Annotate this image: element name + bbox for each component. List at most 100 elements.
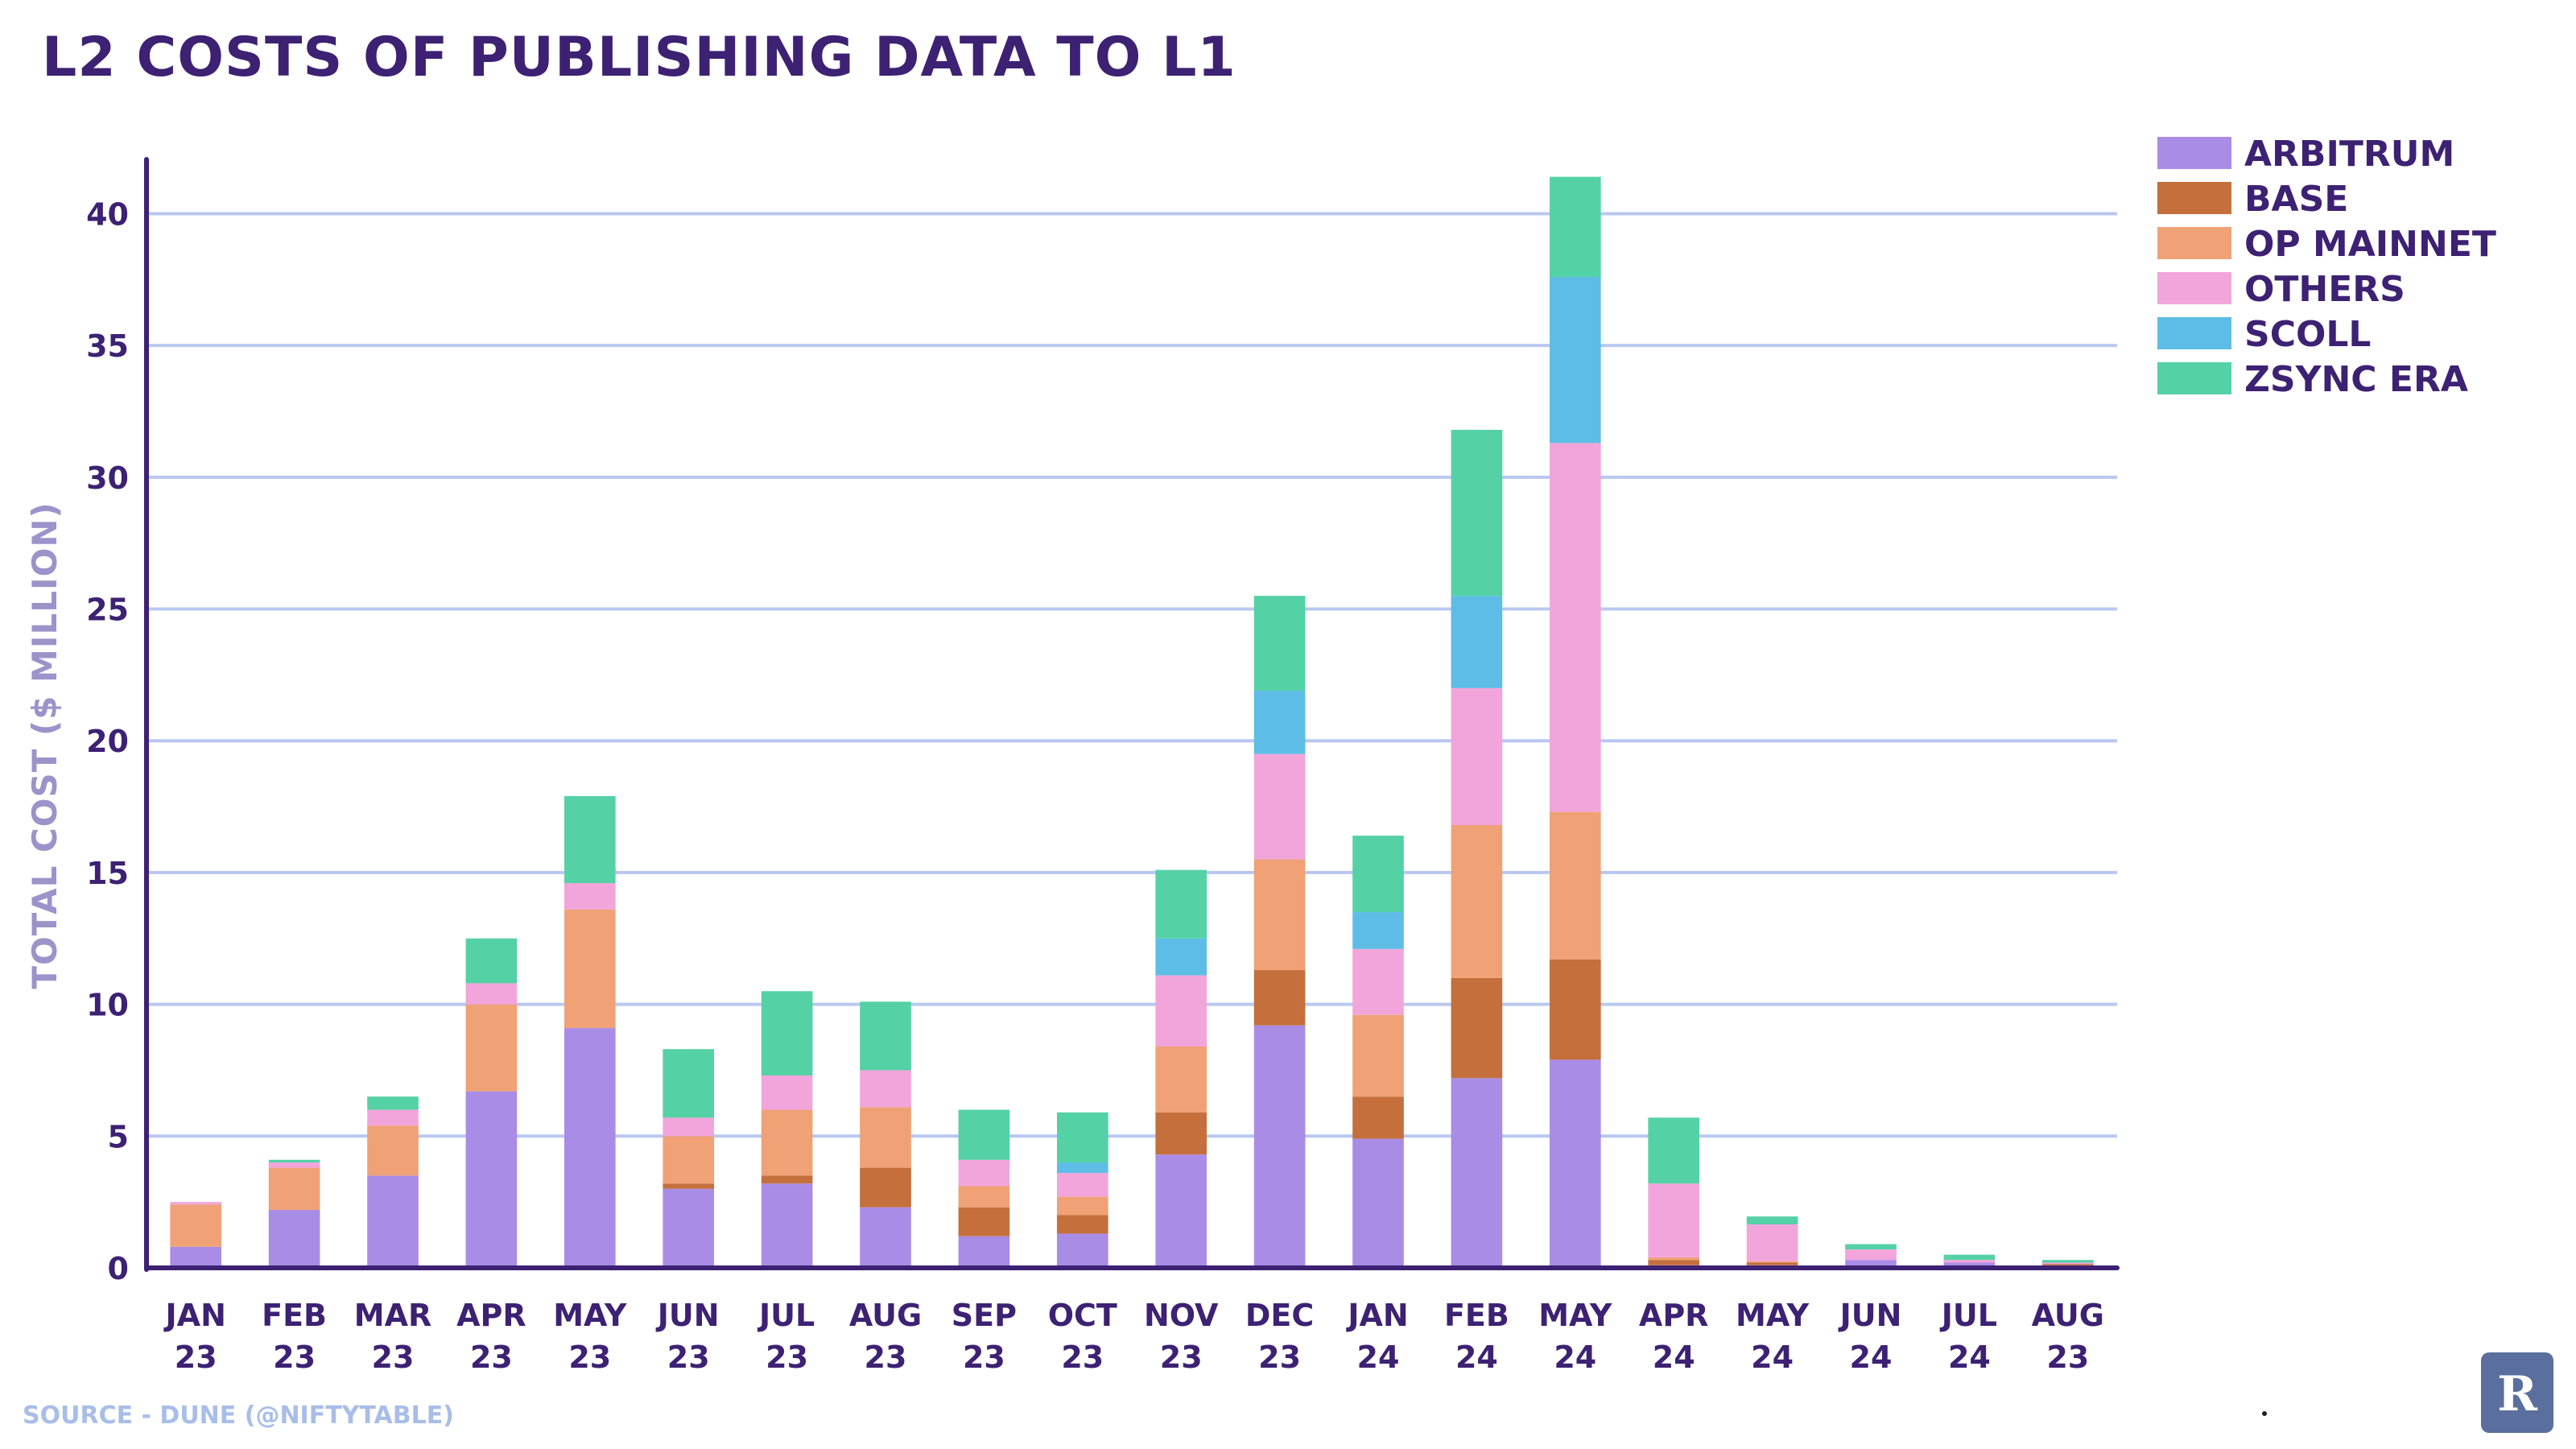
bar-segment-arbitrum (1253, 1025, 1306, 1268)
bar-segment-arbitrum (1155, 1154, 1208, 1268)
bar-segment-op-mainnet (564, 909, 616, 1029)
bar-segment-zsync-era (2041, 1260, 2094, 1263)
bar-segment-base (1155, 1112, 1208, 1155)
bar-segment-base (761, 1175, 813, 1184)
bar-segment-scoll (1056, 1162, 1108, 1174)
x-tick-label-month: DEC (1245, 1298, 1314, 1333)
bar-segment-zsync-era (860, 1001, 911, 1071)
bar-segment-arbitrum (367, 1175, 419, 1268)
y-tick-label: 10 (86, 988, 129, 1023)
bar-segment-arbitrum (1845, 1260, 1897, 1268)
bar-segment-arbitrum (1352, 1138, 1404, 1268)
x-tick-label-month: NOV (1144, 1298, 1219, 1333)
bar-segment-arbitrum (1549, 1059, 1601, 1268)
bar-segment-base (860, 1167, 911, 1208)
y-tick-label: 5 (108, 1119, 129, 1154)
y-tick-label: 35 (86, 328, 129, 364)
x-tick-label-year: 24 (1948, 1340, 1991, 1375)
bar-segment-zsync-era (663, 1049, 715, 1118)
bars-group (170, 176, 2094, 1268)
bar-segment-arbitrum (268, 1209, 320, 1268)
x-tick-label-month: APR (456, 1298, 526, 1333)
x-tick-label-month: MAR (354, 1298, 431, 1333)
bar-segment-op-mainnet (860, 1107, 911, 1168)
x-tick-label-year: 24 (1357, 1340, 1400, 1375)
bar-segment-scoll (1451, 596, 1503, 688)
x-tick-label-month: MAY (553, 1298, 627, 1333)
x-tick-label-month: JAN (163, 1298, 226, 1333)
x-tick-label-year: 23 (963, 1340, 1005, 1375)
bar-segment-others (761, 1075, 813, 1110)
bar-segment-others (170, 1202, 222, 1205)
bar-segment-others (860, 1070, 911, 1108)
legend-label: OTHERS (2244, 269, 2405, 310)
bar-segment-arbitrum (1943, 1262, 1996, 1268)
bar-segment-others (465, 983, 518, 1005)
y-tick-label: 30 (86, 460, 129, 496)
bar-segment-arbitrum (1056, 1233, 1108, 1268)
chart-title: L2 COSTS OF PUBLISHING DATA TO L1 (42, 26, 1236, 89)
bar-segment-base (1746, 1262, 1798, 1265)
x-tick-label-year: 23 (1160, 1340, 1203, 1375)
legend-swatch-arbitrum (2157, 137, 2231, 169)
bar-segment-others (564, 883, 616, 910)
bar-segment-arbitrum (958, 1236, 1010, 1268)
bar-segment-scoll (1352, 912, 1404, 949)
y-axis-title: TOTAL COST ($ MILLION) (25, 502, 64, 989)
legend-swatch-op-mainnet (2157, 227, 2231, 259)
y-tick-label: 20 (86, 724, 129, 759)
x-tick-labels: JAN 23 FEB 23 MAR 23 APR 23 MAY 23 JUN 23 JUL 23 AUG 23… (163, 1298, 2104, 1375)
bar-segment-base (1549, 959, 1601, 1060)
bar-segment-arbitrum (170, 1246, 222, 1268)
x-tick-label-year: 23 (470, 1340, 513, 1375)
axes (144, 157, 2120, 1272)
legend-swatch-zsync-era (2157, 362, 2231, 394)
x-tick-label-month: FEB (262, 1298, 327, 1333)
x-tick-label-month: JUL (1939, 1298, 1997, 1333)
bar-segment-op-mainnet (170, 1204, 222, 1247)
legend-label: ARBITRUM (2244, 134, 2454, 175)
bar-segment-base (958, 1207, 1010, 1236)
x-tick-label-year: 24 (1653, 1340, 1695, 1375)
bar-segment-op-mainnet (663, 1136, 715, 1184)
bar-segment-op-mainnet (465, 1004, 518, 1092)
x-tick-label-month: MAY (1538, 1298, 1612, 1333)
bar-segment-op-mainnet (1056, 1196, 1108, 1216)
x-tick-label-year: 23 (175, 1340, 217, 1375)
x-tick-label-year: 23 (1258, 1340, 1301, 1375)
bar-segment-zsync-era (465, 938, 518, 984)
bar-segment-base (1451, 977, 1503, 1079)
x-tick-label-year: 23 (568, 1340, 611, 1375)
bar-segment-base (1056, 1215, 1108, 1234)
y-tick-label: 0 (108, 1251, 129, 1286)
x-tick-label-month: OCT (1048, 1298, 1117, 1333)
x-tick-label-month: JUL (757, 1298, 815, 1333)
bar-segment-zsync-era (564, 795, 616, 884)
x-tick-label-year: 24 (1455, 1340, 1498, 1375)
bar-segment-others (1253, 753, 1306, 860)
bar-segment-op-mainnet (1648, 1257, 1700, 1261)
x-tick-label-month: APR (1639, 1298, 1709, 1333)
x-tick-label-month: MAY (1736, 1298, 1810, 1333)
bar-segment-op-mainnet (1155, 1046, 1208, 1113)
bar-segment-op-mainnet (1549, 811, 1601, 960)
bar-segment-op-mainnet (1253, 859, 1306, 971)
legend-label: SCOLL (2244, 314, 2371, 355)
bar-segment-zsync-era (367, 1096, 419, 1110)
x-tick-label-year: 24 (1554, 1340, 1596, 1375)
bar-segment-op-mainnet (268, 1167, 320, 1210)
bar-segment-op-mainnet (761, 1109, 813, 1176)
legend-swatch-base (2157, 182, 2231, 214)
bar-segment-zsync-era (1845, 1244, 1897, 1250)
bar-segment-others (958, 1159, 1010, 1187)
bar-segment-others (1451, 687, 1503, 825)
bar-segment-zsync-era (1155, 869, 1208, 939)
bar-segment-others (1943, 1260, 1996, 1263)
bar-segment-base (1648, 1260, 1700, 1265)
bar-segment-zsync-era (1549, 176, 1601, 278)
x-tick-label-year: 23 (667, 1340, 710, 1375)
bar-segment-base (1253, 970, 1306, 1026)
bar-segment-base (2041, 1264, 2094, 1265)
x-tick-label-year: 24 (1751, 1340, 1794, 1375)
bar-segment-zsync-era (1451, 429, 1503, 597)
